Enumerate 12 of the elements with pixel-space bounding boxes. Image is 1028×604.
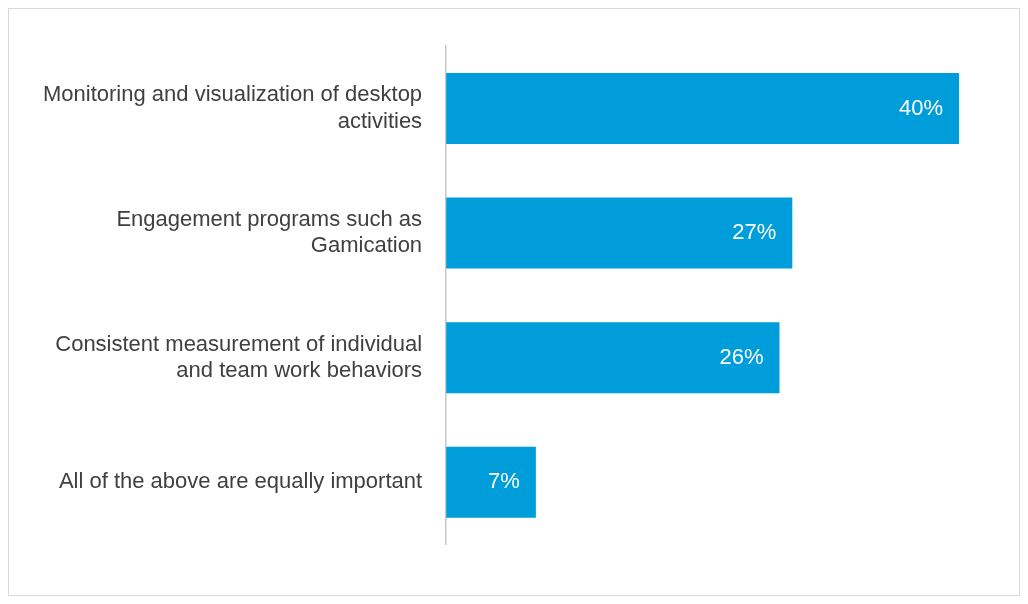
data-label: 27% — [732, 219, 777, 245]
y-tick-label: Engagement programs such as Gamication — [116, 205, 423, 258]
bar — [446, 72, 959, 145]
bar — [446, 322, 780, 394]
y-tick-label: All of the above are equally important — [58, 468, 423, 494]
data-label: 40% — [898, 94, 943, 120]
data-label: 26% — [719, 343, 764, 369]
data-label: 7% — [488, 468, 520, 494]
bar — [446, 197, 793, 269]
y-tick-label: Monitoring and visualization of desktop activities — [42, 81, 423, 133]
bar — [446, 446, 536, 518]
y-tick-label: Consistent measurement of individual and team work behaviors — [55, 330, 423, 382]
